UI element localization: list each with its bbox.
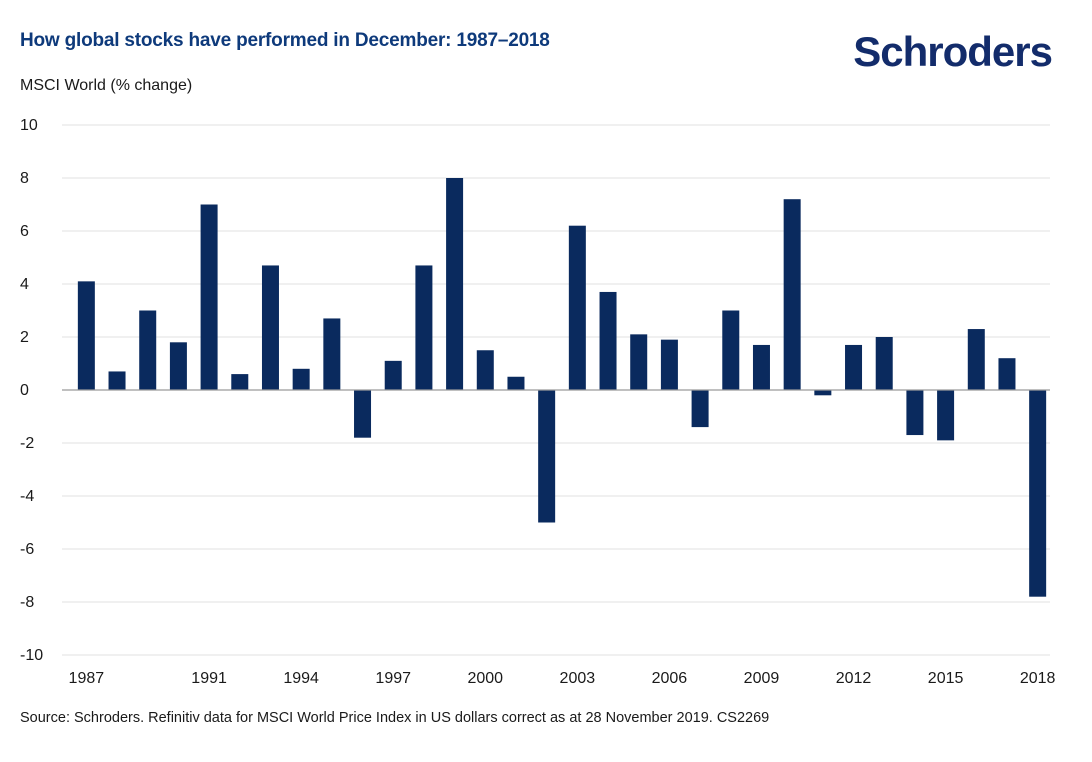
y-tick-label: -4 bbox=[20, 488, 34, 505]
x-tick-label: 2009 bbox=[744, 670, 780, 687]
bar-2004 bbox=[599, 291, 617, 390]
bar-2003 bbox=[568, 225, 586, 390]
x-tick-label: 1991 bbox=[191, 670, 227, 687]
bar-2001 bbox=[507, 376, 525, 390]
bar-1989 bbox=[139, 310, 157, 390]
y-tick-label: 4 bbox=[20, 276, 29, 293]
bar-2008 bbox=[722, 310, 740, 390]
bar-1999 bbox=[446, 178, 464, 390]
y-tick-label: -2 bbox=[20, 435, 34, 452]
bar-1995 bbox=[323, 318, 341, 390]
x-tick-label: 2006 bbox=[652, 670, 688, 687]
x-tick-label: 1994 bbox=[283, 670, 319, 687]
bars bbox=[77, 178, 1047, 597]
bar-2007 bbox=[691, 390, 709, 428]
bar-2002 bbox=[538, 390, 556, 523]
bar-1990 bbox=[169, 342, 187, 390]
bar-1996 bbox=[354, 390, 372, 438]
bar-1987 bbox=[77, 281, 95, 390]
x-tick-label: 2000 bbox=[467, 670, 503, 687]
bar-2006 bbox=[660, 339, 678, 390]
bar-2016 bbox=[967, 329, 985, 390]
bar-2000 bbox=[476, 350, 494, 390]
bar-2010 bbox=[783, 199, 801, 390]
bar-2014 bbox=[906, 390, 924, 436]
y-tick-label: 2 bbox=[20, 329, 29, 346]
y-tick-labels: 10 8 6 4 2 0 -2 -4 -6 -8 -10 bbox=[20, 117, 43, 664]
x-tick-label: 2012 bbox=[836, 670, 872, 687]
bar-2013 bbox=[875, 337, 893, 390]
x-tick-label: 2015 bbox=[928, 670, 964, 687]
bar-1992 bbox=[231, 374, 249, 390]
y-tick-label: -6 bbox=[20, 541, 34, 558]
x-tick-label: 1987 bbox=[69, 670, 105, 687]
bar-2012 bbox=[845, 344, 863, 390]
bar-1994 bbox=[292, 368, 310, 390]
x-tick-label: 2018 bbox=[1020, 670, 1056, 687]
bar-1998 bbox=[415, 265, 433, 390]
y-tick-label: 6 bbox=[20, 223, 29, 240]
chart-title: How global stocks have performed in Dece… bbox=[20, 30, 550, 51]
y-axis-label: MSCI World (% change) bbox=[20, 77, 193, 94]
source-note: Source: Schroders. Refinitiv data for MS… bbox=[20, 710, 770, 726]
y-tick-label: -8 bbox=[20, 594, 34, 611]
y-tick-label: 8 bbox=[20, 170, 29, 187]
x-tick-label: 2003 bbox=[560, 670, 596, 687]
x-tick-labels: 1987 1991 1994 1997 2000 2003 2006 2009 2012 2015… bbox=[69, 670, 1056, 687]
bar-1991 bbox=[200, 204, 218, 390]
bar-2005 bbox=[630, 334, 648, 390]
y-tick-label: -10 bbox=[20, 647, 43, 664]
bar-1993 bbox=[261, 265, 279, 390]
x-tick-label: 1997 bbox=[375, 670, 411, 687]
y-tick-label: 10 bbox=[20, 117, 38, 134]
schroders-logo: Schroders bbox=[853, 28, 1053, 75]
y-tick-label: 0 bbox=[20, 382, 29, 399]
bar-2015 bbox=[937, 390, 955, 441]
bar-2018 bbox=[1029, 390, 1047, 597]
bar-2009 bbox=[752, 344, 770, 390]
bar-1997 bbox=[384, 360, 402, 390]
bar-chart: 10 8 6 4 2 0 -2 -4 -6 -8 -10 1987 1991 1994 1997 2000 2… bbox=[20, 117, 1056, 687]
bar-2011 bbox=[814, 390, 832, 396]
bar-1988 bbox=[108, 371, 126, 390]
bar-2017 bbox=[998, 358, 1016, 390]
